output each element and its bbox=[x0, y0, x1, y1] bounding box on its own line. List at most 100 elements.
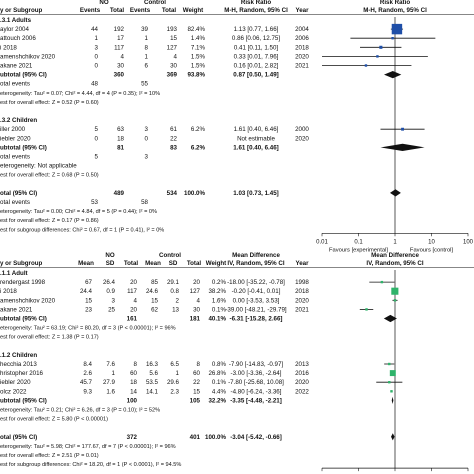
row-label: .3.1 Adults bbox=[0, 17, 32, 24]
row-n2: 22 bbox=[193, 379, 200, 386]
row-label: hristopher 2016 bbox=[0, 370, 44, 377]
row-label: eterogeneity: Tau² = 0.21; Chi² = 6.26, … bbox=[0, 408, 160, 414]
x-tick-label: 10 bbox=[428, 239, 435, 245]
row-w: 7.1% bbox=[191, 44, 206, 51]
row-m1: 2.6 bbox=[83, 370, 92, 377]
row-e1: 0 bbox=[95, 135, 99, 142]
row-label: est for overall effect: Z = 5.80 (P < 0.… bbox=[0, 417, 108, 423]
row-n1: 14 bbox=[130, 388, 137, 395]
row-e1: 44 bbox=[91, 26, 98, 33]
row-m1: 15 bbox=[85, 297, 92, 304]
row-label: akane 2021 bbox=[0, 306, 33, 313]
row-s2: 6.5 bbox=[170, 361, 179, 368]
row-n1: 4 bbox=[134, 297, 138, 304]
mean2-header: Mean bbox=[145, 260, 161, 267]
mean1-header: Mean bbox=[78, 260, 94, 267]
row-m2: 16.3 bbox=[146, 361, 159, 368]
row-w: 6.2% bbox=[191, 144, 206, 151]
row-w: 6.2% bbox=[191, 126, 206, 133]
plot-sub-header: M-H, Random, 95% CI bbox=[363, 7, 427, 14]
row-label: eterogeneity: Tau² = 5.98; Chi² = 177.67… bbox=[0, 444, 176, 450]
row-ci: 1.61 [0.40, 6.46] bbox=[233, 144, 278, 151]
axis-label-right: Favours [control] bbox=[410, 247, 454, 253]
row-label: otal events bbox=[0, 199, 30, 206]
row-t1: 4 bbox=[121, 53, 125, 60]
total1-header: Total bbox=[110, 7, 125, 14]
row-w: 38.2% bbox=[208, 288, 226, 295]
weight-header: Weight bbox=[183, 7, 204, 14]
row-t1: 117 bbox=[114, 44, 124, 51]
row-year: 2018 bbox=[295, 44, 309, 51]
row-label: est for subgroup differences: Chi² = 0.6… bbox=[0, 227, 164, 233]
study-marker bbox=[389, 370, 396, 377]
row-s1: 0.9 bbox=[106, 288, 115, 295]
row-year: 2000 bbox=[295, 126, 309, 133]
row-s2: 2 bbox=[176, 297, 180, 304]
row-s2: 29.6 bbox=[167, 379, 180, 386]
row-label: amenshchikov 2020 bbox=[0, 53, 56, 60]
row-w: 0.1% bbox=[212, 379, 227, 386]
row-m2: 24.6 bbox=[146, 288, 159, 295]
effect-title-header: Risk Ratio bbox=[241, 0, 271, 6]
events2-header: Events bbox=[130, 7, 151, 14]
row-year: 2004 bbox=[295, 26, 309, 33]
row-ci: 0.41 [0.11, 1.50] bbox=[234, 44, 279, 51]
axis-label-left: Favours [experimental] bbox=[329, 247, 388, 253]
row-t2: 61 bbox=[170, 126, 177, 133]
row-ci: -7.90 [-14.83, -0.97] bbox=[229, 361, 284, 368]
effect-sub-header: IV, Random, 95% CI bbox=[227, 260, 284, 267]
x-tick-label: 0.1 bbox=[354, 239, 363, 245]
study-marker bbox=[380, 280, 384, 284]
row-year: 2022 bbox=[295, 388, 309, 395]
study-marker bbox=[364, 64, 368, 67]
row-t2: 369 bbox=[167, 72, 178, 79]
row-ci: 0.16 [0.01, 2.82] bbox=[234, 63, 279, 70]
row-label: est for overall effect: Z = 0.17 (P = 0.… bbox=[0, 218, 99, 224]
row-s1: 1 bbox=[112, 370, 116, 377]
study-marker bbox=[393, 299, 397, 302]
row-t2: 193 bbox=[167, 26, 178, 33]
row-ci: -0.20 [-0.41, 0.01] bbox=[232, 288, 281, 295]
row-ci: Not estimable bbox=[237, 135, 275, 142]
row-e2: 3 bbox=[145, 126, 149, 133]
row-label: ubtotal (95% CI) bbox=[0, 72, 47, 79]
row-m2: 53.5 bbox=[146, 379, 159, 386]
group2-header: Control bbox=[159, 252, 181, 259]
row-ci: 0.86 [0.06, 12.75] bbox=[232, 35, 280, 42]
row-t1: 81 bbox=[117, 144, 124, 151]
row-label: amenshchikov 2020 bbox=[0, 297, 56, 304]
row-s2: 29.1 bbox=[167, 279, 180, 286]
row-e2: 55 bbox=[141, 81, 148, 88]
row-n1: 8 bbox=[134, 361, 138, 368]
row-e2: 1 bbox=[145, 35, 149, 42]
row-m1: 24.4 bbox=[80, 288, 93, 295]
row-m2: 5.6 bbox=[149, 370, 158, 377]
row-n2: 60 bbox=[193, 370, 200, 377]
plot-title-header: Mean Difference bbox=[371, 252, 419, 259]
row-e1: 3 bbox=[95, 44, 99, 51]
row-n1: 20 bbox=[130, 279, 137, 286]
row-year: 2020 bbox=[295, 53, 309, 60]
study-marker bbox=[376, 55, 379, 58]
row-year: 2016 bbox=[295, 370, 309, 377]
row-e1: 1 bbox=[95, 35, 99, 42]
row-ci: -6.31 [-15.28, 2.66] bbox=[230, 316, 283, 323]
year-header: Year bbox=[295, 7, 309, 14]
row-year: 2020 bbox=[295, 297, 309, 304]
row-n2: 4 bbox=[197, 297, 201, 304]
row-label: akane 2021 bbox=[0, 63, 33, 70]
sd2-header: SD bbox=[169, 260, 178, 267]
row-t2: 4 bbox=[174, 53, 178, 60]
row-e1: 5 bbox=[95, 154, 99, 161]
row-n2: 20 bbox=[193, 279, 200, 286]
row-n1: 20 bbox=[130, 306, 137, 313]
row-ci: 0.87 [0.50, 1.49] bbox=[233, 72, 278, 79]
row-year: 2021 bbox=[295, 306, 309, 313]
row-w: 82.4% bbox=[187, 26, 205, 33]
row-label: iebler 2020 bbox=[0, 379, 31, 386]
row-ci: -3.04 [-5.42, -0.66] bbox=[230, 434, 282, 441]
x-tick-label: 100 bbox=[463, 239, 474, 245]
row-label: eterogeneity: Tau² = 63.19; Chi² = 80.20… bbox=[0, 326, 176, 332]
row-e1: 53 bbox=[91, 199, 98, 206]
row-e2: 58 bbox=[141, 199, 148, 206]
